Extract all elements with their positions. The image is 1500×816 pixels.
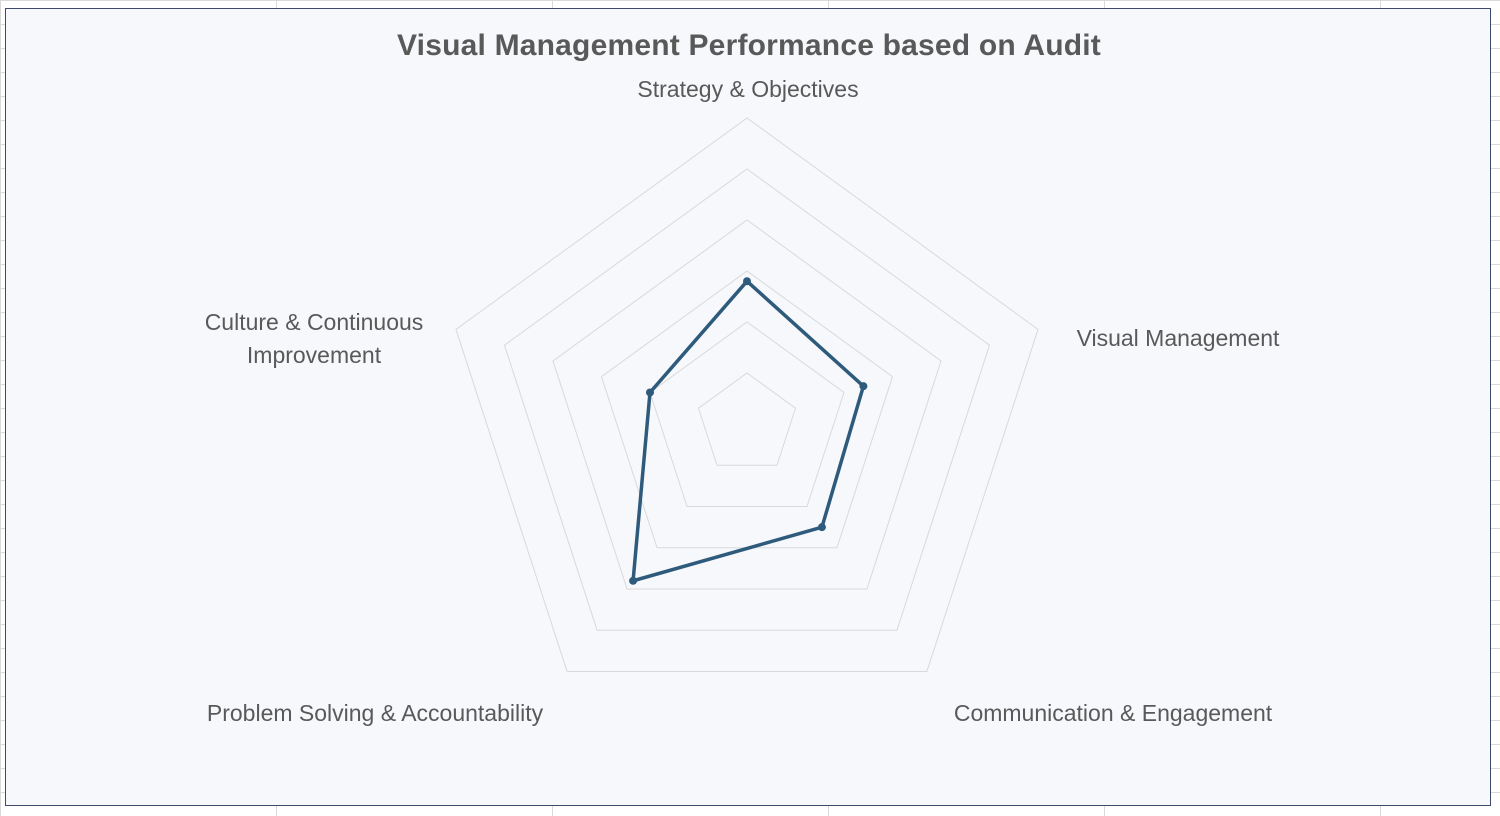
category-label: Communication & Engagement [954, 700, 1273, 726]
radar-chart: Strategy & Objectives Visual Management Co… [205, 76, 1280, 726]
grid-ring [697, 372, 797, 466]
category-label-line: Improvement [247, 342, 382, 368]
grid-ring [455, 117, 1039, 673]
category-label: Visual Management [1077, 325, 1280, 351]
series-0 [629, 277, 868, 585]
data-point[interactable] [817, 523, 826, 532]
category-label-line: Visual Management [1077, 325, 1280, 351]
series-line [631, 279, 866, 583]
category-label-line: Strategy & Objectives [637, 76, 858, 102]
radar-grid [455, 117, 1039, 673]
data-point[interactable] [743, 277, 751, 286]
category-label: Strategy & Objectives [637, 76, 858, 102]
category-label: Problem Solving & Accountability [207, 700, 544, 726]
category-label-line: Communication & Engagement [954, 700, 1273, 726]
chart-area[interactable]: Visual Management Performance based on A… [5, 8, 1491, 806]
category-label-line: Problem Solving & Accountability [207, 700, 544, 726]
data-point[interactable] [629, 576, 638, 585]
chart-title: Visual Management Performance based on A… [397, 29, 1101, 62]
category-label: Culture & Continuous Improvement [205, 309, 424, 368]
grid-ring [503, 168, 991, 631]
data-point[interactable] [859, 382, 868, 391]
data-point[interactable] [645, 388, 654, 397]
grid-ring [552, 219, 942, 590]
category-label-line: Culture & Continuous [205, 309, 424, 335]
grid-ring [649, 321, 845, 508]
